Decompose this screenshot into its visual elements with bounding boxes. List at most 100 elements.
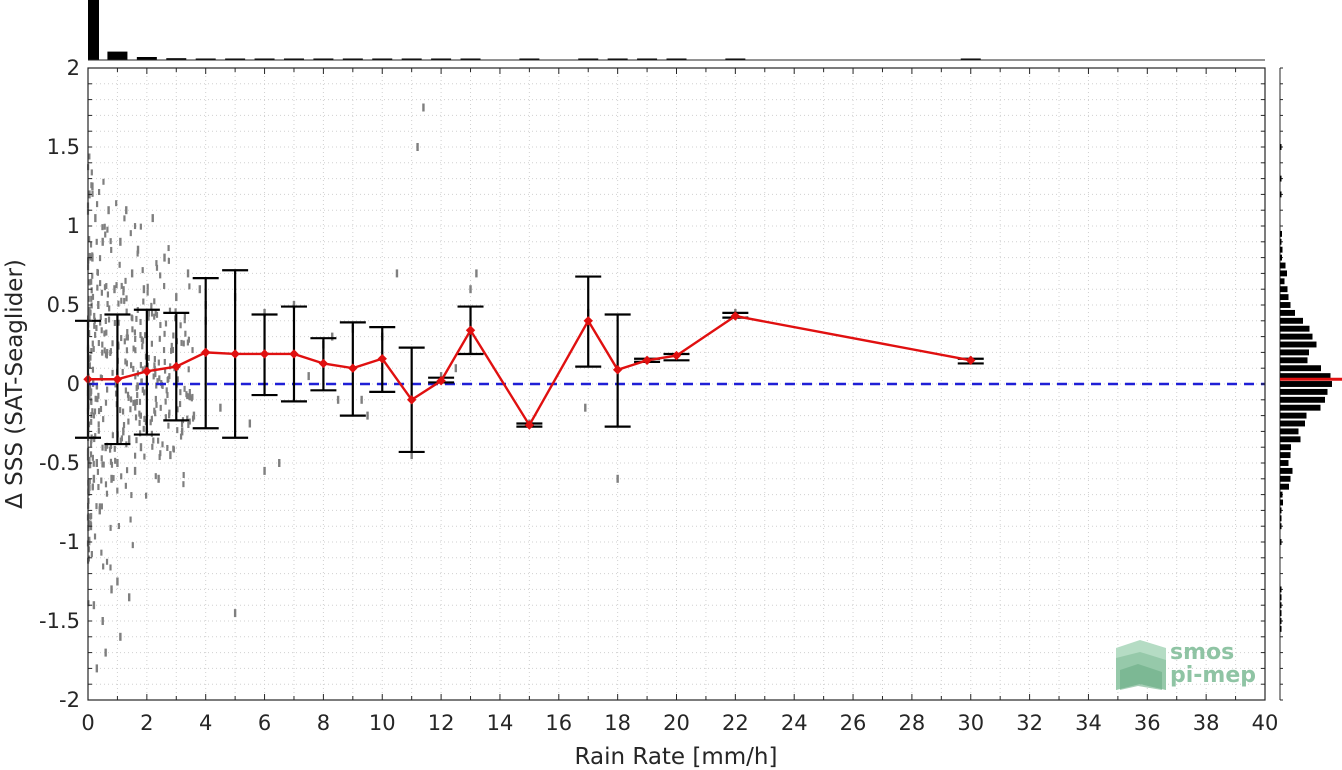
top-histogram-bar: [372, 58, 393, 60]
scatter-point: [146, 283, 149, 290]
scatter-point: [155, 382, 158, 389]
scatter-point: [88, 382, 91, 389]
scatter-point: [118, 261, 121, 268]
scatter-point: [155, 311, 159, 318]
right-histogram-bar: [1280, 396, 1325, 403]
top-histogram-bar: [960, 58, 981, 60]
scatter-point: [126, 329, 129, 336]
scatter-point: [99, 280, 102, 287]
series-marker: [259, 349, 270, 359]
scatter-point: [134, 347, 137, 354]
scatter-point: [109, 458, 113, 465]
scatter-point: [143, 389, 146, 396]
right-histogram-bar: [1280, 475, 1291, 482]
scatter-point: [97, 484, 100, 491]
scatter-point: [89, 451, 93, 458]
right-histogram-bar: [1280, 515, 1282, 522]
scatter-point: [166, 392, 169, 399]
scatter-point: [183, 313, 186, 320]
scatter-point: [102, 563, 105, 570]
right-histogram-bar: [1280, 175, 1282, 182]
scatter-point: [91, 293, 95, 300]
scatter-point: [186, 339, 189, 346]
scatter-point: [172, 445, 175, 452]
scatter-point: [158, 335, 161, 342]
scatter-point: [168, 307, 172, 314]
scatter-point: [439, 372, 443, 381]
series-marker: [200, 347, 211, 358]
series-marker: [612, 365, 623, 375]
scatter-point: [127, 394, 130, 401]
scatter-point: [96, 269, 100, 276]
scatter-point: [92, 601, 96, 610]
scatter-point: [93, 322, 96, 329]
y-tick-label: 2: [67, 56, 80, 80]
plot-frame: [87, 67, 1266, 701]
scatter-point: [91, 190, 94, 197]
scatter-point: [129, 516, 132, 523]
scatter-point: [141, 267, 144, 274]
scatter-point: [129, 396, 133, 403]
scatter-point: [147, 314, 150, 321]
scatter-point: [97, 340, 100, 347]
scatter-point: [113, 285, 116, 294]
right-histogram: [1279, 67, 1342, 701]
scatter-point: [89, 241, 93, 248]
scatter-point: [100, 503, 103, 510]
scatter-point: [92, 474, 96, 483]
scatter-point: [111, 340, 114, 347]
mean-line-series: [83, 311, 976, 430]
right-histogram-bar: [1280, 309, 1295, 316]
scatter-point: [101, 341, 104, 348]
scatter-point: [142, 298, 145, 305]
logo-text-line1: smos: [1170, 640, 1234, 665]
scatter-point: [140, 336, 143, 343]
scatter-point: [91, 272, 94, 279]
right-histogram-bar: [1280, 333, 1313, 340]
scatter-point: [114, 390, 118, 397]
scatter-point: [95, 459, 99, 467]
scatter-point: [96, 468, 100, 475]
right-histogram-bar: [1280, 286, 1288, 293]
scatter-point: [139, 318, 142, 325]
scatter-point: [127, 435, 131, 444]
scatter-point: [104, 231, 107, 238]
scatter-point: [109, 238, 112, 245]
top-histogram-bar: [107, 51, 128, 60]
y-axis-label: Δ SSS (SAT-Seaglider): [2, 259, 28, 509]
scatter-point: [154, 310, 157, 317]
scatter-point: [263, 308, 266, 317]
scatter-point: [147, 354, 150, 361]
y-tick-label: -1: [59, 530, 80, 554]
y-tick-label: 1.5: [47, 135, 80, 159]
series-marker: [348, 363, 358, 373]
y-tick-label: 0.5: [47, 293, 80, 317]
scatter-point: [90, 169, 93, 176]
scatter-point: [179, 433, 183, 440]
scatter-point: [162, 347, 166, 354]
scatter-point: [92, 460, 95, 467]
scatter-point: [125, 360, 128, 367]
right-histogram-bar: [1280, 483, 1289, 490]
x-tick-label: 18: [604, 711, 631, 735]
scatter-point: [98, 503, 101, 510]
scatter-point: [89, 309, 92, 316]
scatter-point: [147, 310, 150, 317]
scatter-point: [109, 524, 112, 531]
top-histogram: [88, 0, 1265, 61]
scatter-point: [100, 455, 103, 462]
scatter-point: [90, 347, 93, 354]
scatter-point: [139, 223, 142, 230]
scatter-point: [182, 481, 185, 488]
scatter-point: [101, 349, 104, 356]
scatter-point: [143, 453, 146, 460]
top-histogram-bar: [342, 58, 363, 60]
scatter-point: [152, 437, 155, 444]
scatter-point: [93, 533, 97, 540]
scatter-point: [95, 382, 99, 389]
top-histogram-bar: [166, 58, 187, 60]
scatter-point: [107, 316, 111, 323]
scatter-point: [163, 367, 167, 374]
scatter-point: [120, 473, 123, 480]
scatter-point: [139, 361, 143, 368]
